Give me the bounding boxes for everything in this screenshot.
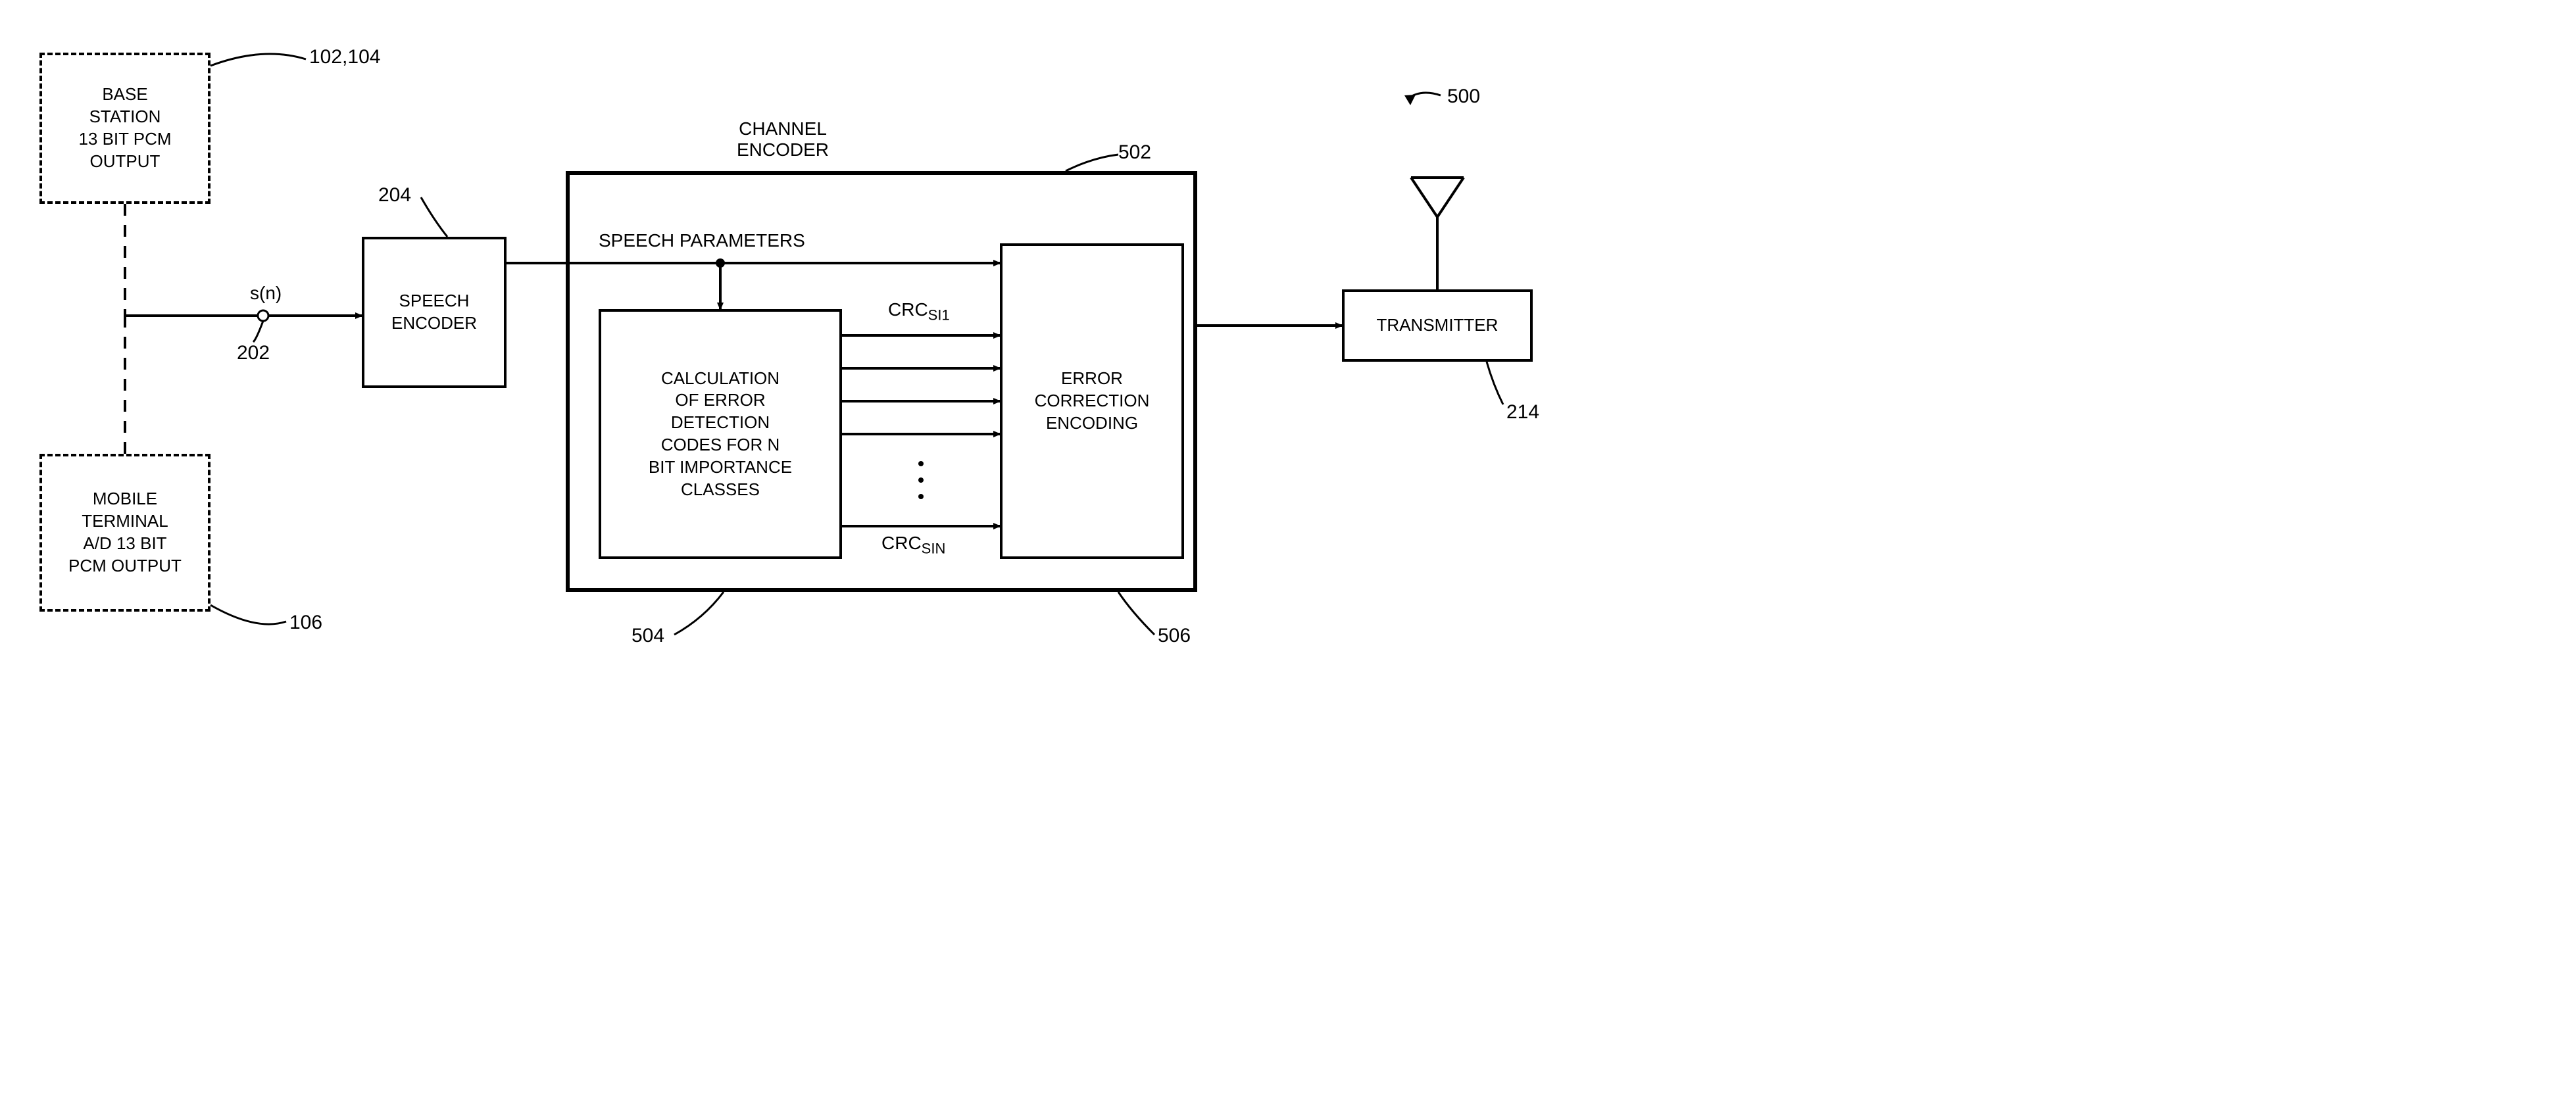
ref-506: 506 xyxy=(1158,625,1191,647)
ref-102-104: 102,104 xyxy=(309,46,380,68)
crc-sin-label: CRCSIN xyxy=(881,533,945,558)
ref-500: 500 xyxy=(1447,85,1480,108)
error-correction-text: ERRORCORRECTIONENCODING xyxy=(1035,368,1150,434)
calculation-box: CALCULATIONOF ERRORDETECTIONCODES FOR NB… xyxy=(599,309,842,559)
transmitter-text: TRANSMITTER xyxy=(1377,314,1499,337)
calculation-text: CALCULATIONOF ERRORDETECTIONCODES FOR NB… xyxy=(649,368,792,501)
speech-encoder-text: SPEECHENCODER xyxy=(391,290,477,335)
block-diagram: BASESTATION13 BIT PCMOUTPUT MOBILETERMIN… xyxy=(26,26,1605,684)
ref-502: 502 xyxy=(1118,141,1151,164)
mobile-terminal-text: MOBILETERMINALA/D 13 BITPCM OUTPUT xyxy=(68,488,182,577)
error-correction-box: ERRORCORRECTIONENCODING xyxy=(1000,243,1184,559)
ref-202: 202 xyxy=(237,342,270,364)
ref-504: 504 xyxy=(632,625,664,647)
ref-106: 106 xyxy=(289,612,322,634)
base-station-box: BASESTATION13 BIT PCMOUTPUT xyxy=(39,53,211,204)
base-station-text: BASESTATION13 BIT PCMOUTPUT xyxy=(78,84,171,172)
mobile-terminal-box: MOBILETERMINALA/D 13 BITPCM OUTPUT xyxy=(39,454,211,612)
crc-si1-label: CRCSI1 xyxy=(888,299,950,324)
ref-204: 204 xyxy=(378,184,411,207)
sn-label: s(n) xyxy=(250,283,282,304)
ref-214: 214 xyxy=(1506,401,1539,424)
channel-encoder-title: CHANNELENCODER xyxy=(691,118,875,160)
speech-encoder-box: SPEECHENCODER xyxy=(362,237,507,388)
speech-parameters-label: SPEECH PARAMETERS xyxy=(599,230,901,251)
transmitter-box: TRANSMITTER xyxy=(1342,289,1533,362)
